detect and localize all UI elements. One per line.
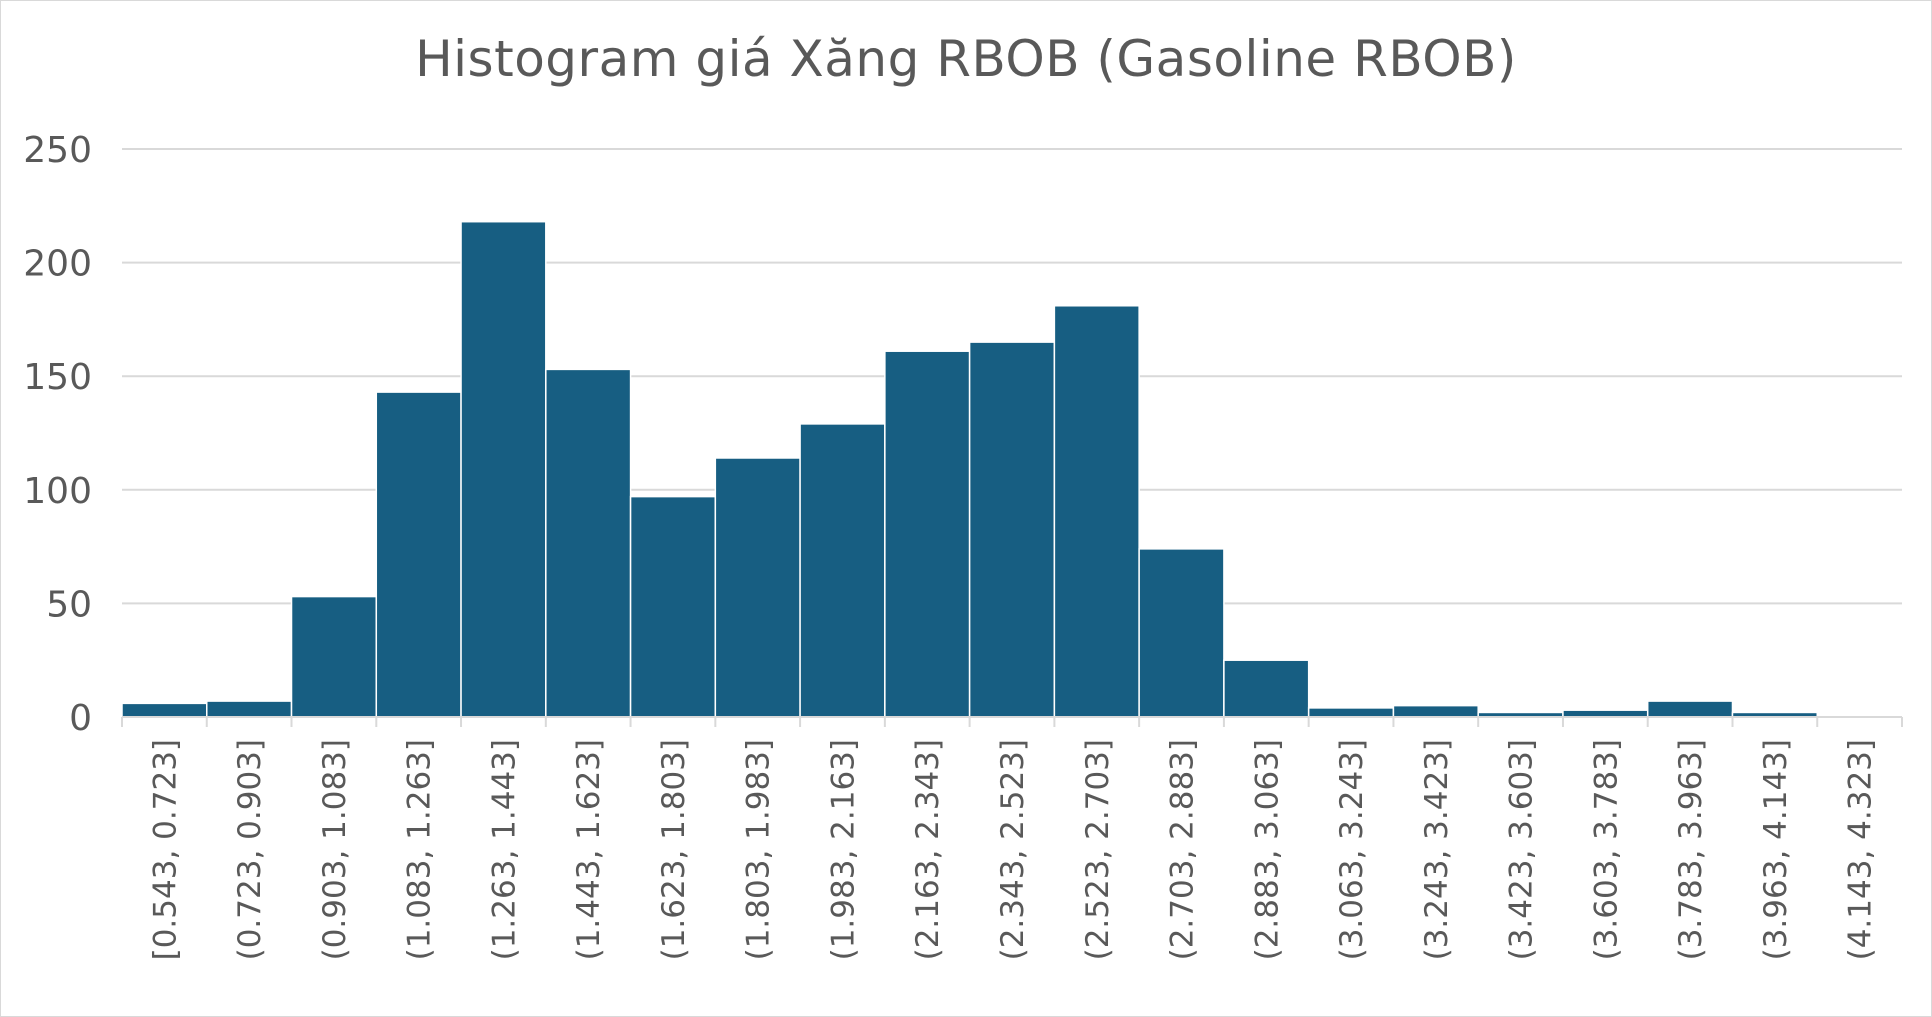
x-tick-label: (0.903, 1.083] [317,739,353,960]
y-tick-label: 100 [23,471,92,512]
x-axis-ticks: [0.543, 0.723] (0.723, 0.903] (0.903, 1.08… [147,739,1878,960]
x-tick-label: (0.723, 0.903] [232,739,268,960]
histogram-bar [1223,659,1310,718]
histogram-bar [1307,707,1395,718]
histogram-bar [1646,700,1734,718]
x-tick-label: (1.803, 1.983] [741,739,777,960]
x-tick-label: (3.963, 4.143] [1758,739,1794,960]
histogram-bar [629,495,717,718]
x-tick-label: (2.343, 2.523] [995,739,1031,960]
x-tick-label: (3.423, 3.603] [1504,739,1540,960]
x-tick-label: (1.083, 1.263] [402,739,438,960]
y-tick-label: 50 [46,584,92,625]
x-tick-label: (2.163, 2.343] [910,739,946,960]
histogram-bar [545,368,632,718]
x-tick-label: (1.443, 1.623] [571,739,607,960]
x-tick-label: (2.883, 3.063] [1249,739,1285,960]
histogram-bar [290,595,378,718]
x-tick-label: (1.983, 2.163] [825,739,861,960]
histogram-bar [1392,704,1479,718]
histogram-bar [884,350,971,718]
x-tick-label: (1.623, 1.803] [656,739,692,960]
y-tick-label: 150 [23,357,92,398]
bars [121,220,1818,718]
x-tick-label: (3.783, 3.963] [1673,739,1709,960]
y-tick-label: 250 [23,130,92,171]
y-tick-label: 200 [23,244,92,285]
histogram-bar [799,423,886,718]
histogram-bar [375,391,462,718]
histogram-bar [460,220,547,718]
histogram-bar [1053,305,1140,718]
chart-title: Histogram giá Xăng RBOB (Gasoline RBOB) [415,30,1517,88]
histogram-bar [968,341,1056,718]
histogram-bar [1562,709,1649,718]
histogram-bar [121,702,208,718]
x-tick-label: (2.523, 2.703] [1080,739,1116,960]
x-tick-label: (3.603, 3.783] [1588,739,1624,960]
x-tick-label: (1.263, 1.443] [486,739,522,960]
histogram-bar [714,457,801,718]
y-tick-label: 0 [69,698,92,739]
y-axis-ticks: 0 50 100 150 200 250 [23,130,92,739]
x-tick-label: (4.143, 4.323] [1843,739,1879,960]
x-tick-label: (3.063, 3.243] [1334,739,1370,960]
x-axis [121,716,1903,727]
x-tick-label: [0.543, 0.723] [147,739,183,960]
histogram-bar [1138,548,1225,718]
histogram-bar [206,700,293,718]
x-tick-label: (2.703, 2.883] [1165,739,1201,960]
x-tick-label: (3.243, 3.423] [1419,739,1455,960]
